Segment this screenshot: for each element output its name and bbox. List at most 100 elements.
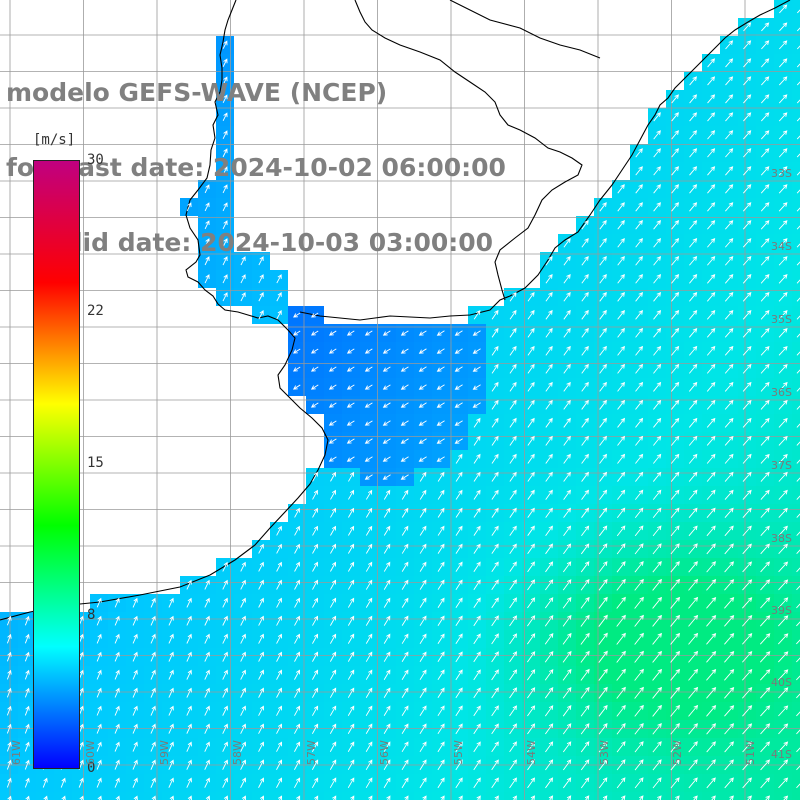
wind-cell <box>792 684 800 702</box>
wind-cell <box>792 774 800 792</box>
wind-cell <box>720 792 738 800</box>
lat-label: 40S <box>771 676 792 689</box>
wind-cell <box>792 270 800 288</box>
wind-cell <box>324 792 342 800</box>
wind-cell <box>792 18 800 36</box>
wind-cell <box>648 792 666 800</box>
lon-label: 59W <box>158 740 171 765</box>
wind-cell <box>792 378 800 396</box>
colorbar-tick-22: 22 <box>87 303 104 319</box>
wind-cell <box>504 792 522 800</box>
wind-cell <box>792 126 800 144</box>
wind-cell <box>288 792 306 800</box>
wind-cell <box>72 792 90 800</box>
wind-cell <box>540 792 558 800</box>
colorbar-unit: [m/s] <box>33 132 75 148</box>
wind-cell <box>792 0 800 18</box>
wind-cell <box>792 576 800 594</box>
wind-cell <box>630 792 648 800</box>
wind-cell <box>486 792 504 800</box>
wind-cell <box>0 792 18 800</box>
colorbar-tick-15: 15 <box>87 455 104 471</box>
wind-cell <box>792 522 800 540</box>
wind-cell <box>234 792 252 800</box>
wind-cell <box>792 342 800 360</box>
wind-cell <box>180 792 198 800</box>
wind-cell <box>792 180 800 198</box>
wind-cell <box>432 792 450 800</box>
lat-label: 34S <box>771 240 792 253</box>
lon-label: 55W <box>452 740 465 765</box>
lon-label: 61W <box>10 740 23 765</box>
wind-cell <box>396 792 414 800</box>
wind-cell <box>792 36 800 54</box>
wind-cell <box>774 792 792 800</box>
wind-cell <box>792 504 800 522</box>
wind-cell <box>792 630 800 648</box>
wind-cell <box>18 792 36 800</box>
wind-cell <box>612 792 630 800</box>
wind-cell <box>792 234 800 252</box>
wind-cell <box>198 792 216 800</box>
wind-cell <box>792 90 800 108</box>
valid-date: valid date: 2024-10-03 03:00:00 <box>6 230 506 255</box>
wind-cell <box>792 468 800 486</box>
wind-cell <box>792 54 800 72</box>
wind-cell <box>792 432 800 450</box>
wind-cell <box>792 108 800 126</box>
wind-cell <box>792 216 800 234</box>
wind-cell <box>450 792 468 800</box>
model-title: modelo GEFS-WAVE (NCEP) <box>6 80 506 105</box>
wind-cell <box>162 792 180 800</box>
wind-cell <box>576 792 594 800</box>
wind-cell <box>702 792 720 800</box>
lon-label: 56W <box>378 740 391 765</box>
wind-cell <box>792 594 800 612</box>
wind-cell <box>738 792 756 800</box>
lat-label: 36S <box>771 386 792 399</box>
wind-cell <box>756 792 774 800</box>
wind-cell <box>414 792 432 800</box>
lon-label: 54W <box>525 740 538 765</box>
wind-cell <box>54 792 72 800</box>
wind-cell <box>792 72 800 90</box>
lat-label: 41S <box>771 748 792 761</box>
wind-cell <box>90 792 108 800</box>
wind-cell <box>792 666 800 684</box>
lon-label: 58W <box>231 740 244 765</box>
wind-cell <box>792 144 800 162</box>
forecast-date: forecast date: 2024-10-02 06:00:00 <box>6 155 506 180</box>
wind-cell <box>270 792 288 800</box>
wind-cell <box>144 792 162 800</box>
lat-label: 33S <box>771 167 792 180</box>
wind-cell <box>792 396 800 414</box>
lat-label: 38S <box>771 532 792 545</box>
wind-cell <box>792 792 800 800</box>
wind-cell <box>306 792 324 800</box>
lon-label: 60W <box>84 740 97 765</box>
wind-cell <box>378 792 396 800</box>
wind-cell <box>108 792 126 800</box>
wind-cell <box>558 792 576 800</box>
colorbar-tick-8: 8 <box>87 607 95 623</box>
wind-cell <box>252 792 270 800</box>
wind-cell <box>792 612 800 630</box>
wind-cell <box>792 360 800 378</box>
wind-cell <box>216 792 234 800</box>
wind-cell <box>684 792 702 800</box>
lat-label: 35S <box>771 313 792 326</box>
wind-cell <box>792 720 800 738</box>
wind-cell <box>126 792 144 800</box>
colorbar <box>33 160 80 769</box>
lat-label: 39S <box>771 604 792 617</box>
map-title: modelo GEFS-WAVE (NCEP) forecast date: 2… <box>6 30 506 305</box>
wind-cell <box>360 792 378 800</box>
wind-cell <box>594 792 612 800</box>
wind-cell <box>792 648 800 666</box>
wind-cell <box>792 540 800 558</box>
wind-cell <box>792 252 800 270</box>
lon-label: 53W <box>598 740 611 765</box>
wind-cell <box>792 306 800 324</box>
lon-label: 52W <box>671 740 684 765</box>
